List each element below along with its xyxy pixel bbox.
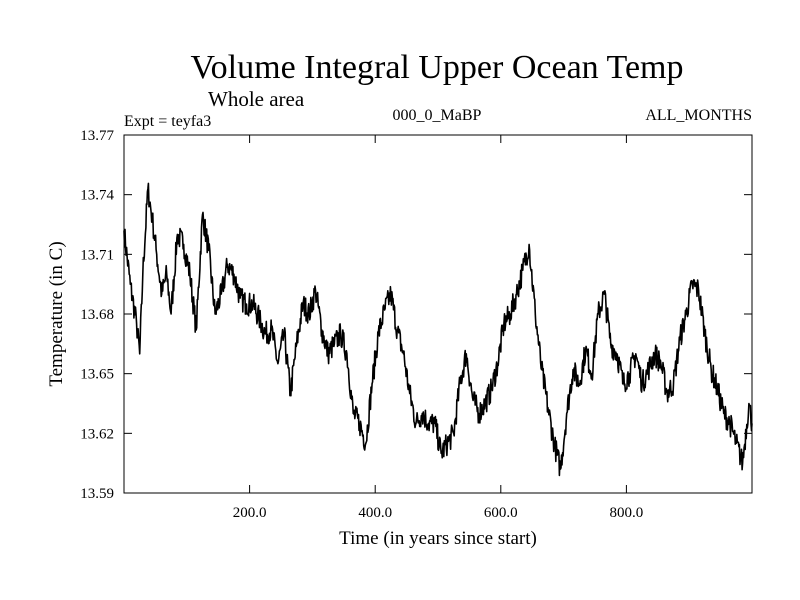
x-tick-label-3: 800.0 xyxy=(610,505,644,521)
x-axis: 200.0 400.0 600.0 800.0 xyxy=(233,135,644,521)
y-axis-label: Temperature (in C) xyxy=(46,241,67,386)
y-tick-label-4: 13.71 xyxy=(80,247,114,263)
x-tick-label-1: 400.0 xyxy=(358,505,392,521)
y-tick-label-1: 13.62 xyxy=(80,426,114,442)
y-tick-label-6: 13.77 xyxy=(80,128,114,144)
y-tick-label-5: 13.74 xyxy=(80,188,114,204)
x-tick-label-0: 200.0 xyxy=(233,505,267,521)
months-label: ALL_MONTHS xyxy=(645,107,752,124)
chart-title: Volume Integral Upper Ocean Temp xyxy=(191,49,684,86)
y-tick-label-2: 13.65 xyxy=(80,367,114,383)
y-tick-label-3: 13.68 xyxy=(80,307,114,323)
run-label: 000_0_MaBP xyxy=(393,107,482,124)
y-tick-label-0: 13.59 xyxy=(80,486,114,502)
expt-label: Expt = teyfa3 xyxy=(124,113,211,130)
y-axis: 13.59 13.62 13.65 13.68 13.71 13.74 13.77 xyxy=(80,128,752,502)
chart-subtitle: Whole area xyxy=(208,87,305,111)
x-tick-label-2: 600.0 xyxy=(484,505,518,521)
temperature-series-line xyxy=(123,182,753,477)
x-axis-label: Time (in years since start) xyxy=(339,528,537,549)
